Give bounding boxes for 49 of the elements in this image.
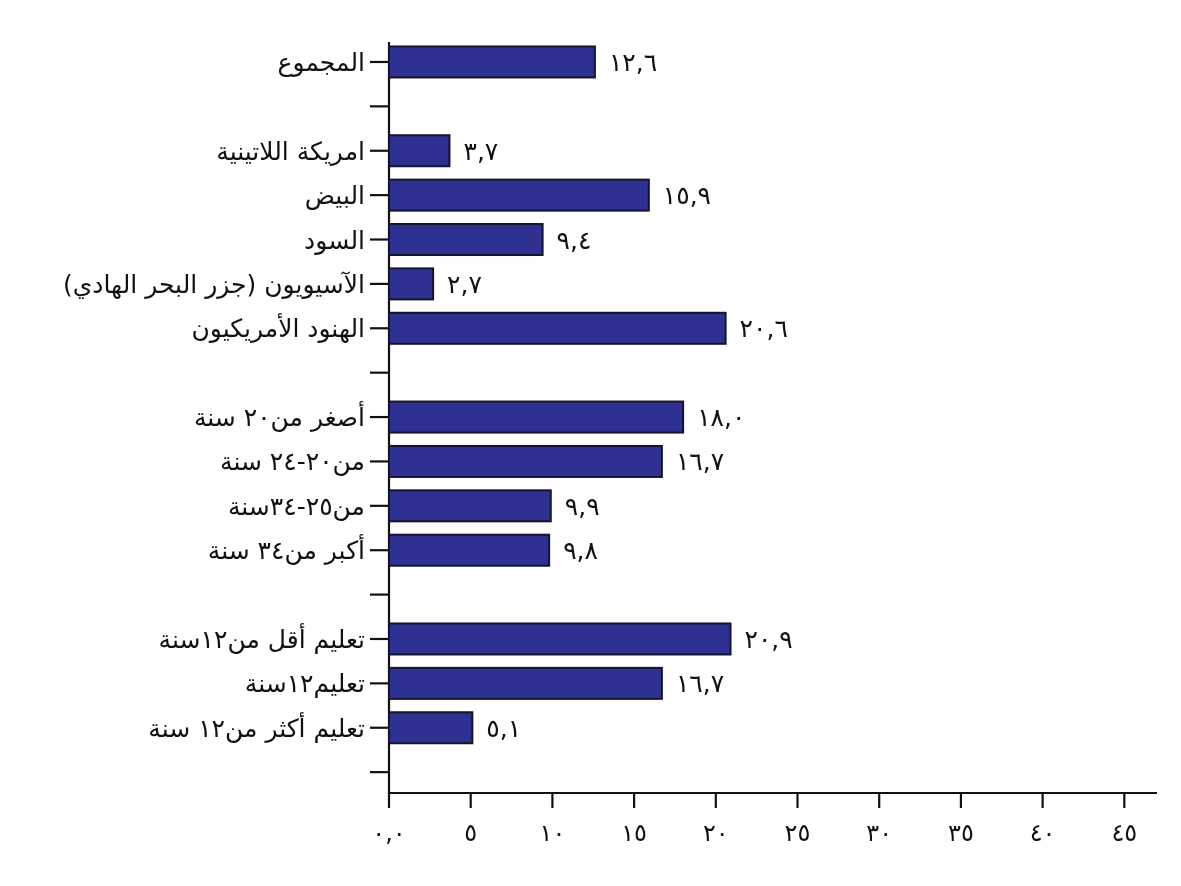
y-tick-label: من٢٠-٢٤ سنة (219, 447, 365, 477)
data-label: ٢٠,٩ (744, 624, 793, 654)
x-tick-label: ٢٠ (702, 819, 729, 847)
bar (388, 45, 596, 79)
y-tick-label: تعليم أقل من١٢سنة (158, 621, 366, 655)
bar (388, 267, 435, 301)
x-tick-label: ٣٥ (948, 819, 974, 847)
data-label: ٩,٤ (556, 225, 592, 255)
x-tick-label: ٢٥ (784, 819, 811, 847)
data-label: ٩,٩ (564, 491, 600, 521)
y-tick-label: تعليم١٢سنة (244, 669, 366, 700)
x-tick-label: ١٠ (539, 819, 566, 847)
data-label: ١٦,٧ (675, 669, 725, 699)
x-tick-label: ٠,٠ (372, 819, 406, 847)
data-label: ١٥,٩ (662, 181, 712, 211)
data-label: ١٢,٦ (608, 47, 658, 77)
bar (388, 134, 451, 168)
x-tick-label: ١٥ (621, 819, 647, 847)
y-tick-label: أصغر من٢٠ سنة (193, 400, 365, 433)
bar (388, 444, 663, 478)
y-tick-label: تعليم أكثر من١٢ سنة (148, 710, 366, 744)
data-label: ٢٠,٦ (739, 314, 788, 344)
x-tick-label: ٥ (464, 819, 478, 847)
y-tick-label: السود (304, 225, 365, 255)
y-tick-label: أكبر من٣٤ سنة (207, 533, 365, 566)
data-label: ١٨,٠ (697, 403, 746, 433)
bar (388, 666, 663, 700)
bar (388, 533, 551, 567)
data-label: ٢,٧ (447, 269, 482, 299)
x-tick-label: ٤٥ (1111, 819, 1138, 847)
bar (388, 622, 732, 656)
data-label: ٣,٧ (463, 136, 499, 166)
bar (388, 178, 650, 212)
bar (388, 311, 727, 345)
y-tick-label: من٢٥-٣٤سنة (227, 491, 365, 521)
data-label: ٥,١ (486, 713, 522, 743)
data-label: ٩,٨ (563, 536, 598, 566)
bar (388, 400, 685, 434)
y-tick-label: امريكة اللاتينية (216, 136, 365, 166)
y-tick-label: البيض (304, 181, 365, 211)
y-tick-label: المجموع (277, 47, 365, 77)
bar (388, 711, 474, 745)
x-tick-label: ٤٠ (1029, 819, 1056, 847)
x-tick-label: ٣٠ (866, 819, 893, 847)
bar (388, 223, 544, 257)
data-label: ١٦,٧ (675, 447, 725, 477)
bar (388, 489, 552, 523)
y-tick-label: الآسيويون (جزر البحر الهادي) (63, 269, 365, 300)
y-tick-label: الهنود الأمريكيون (191, 312, 365, 345)
